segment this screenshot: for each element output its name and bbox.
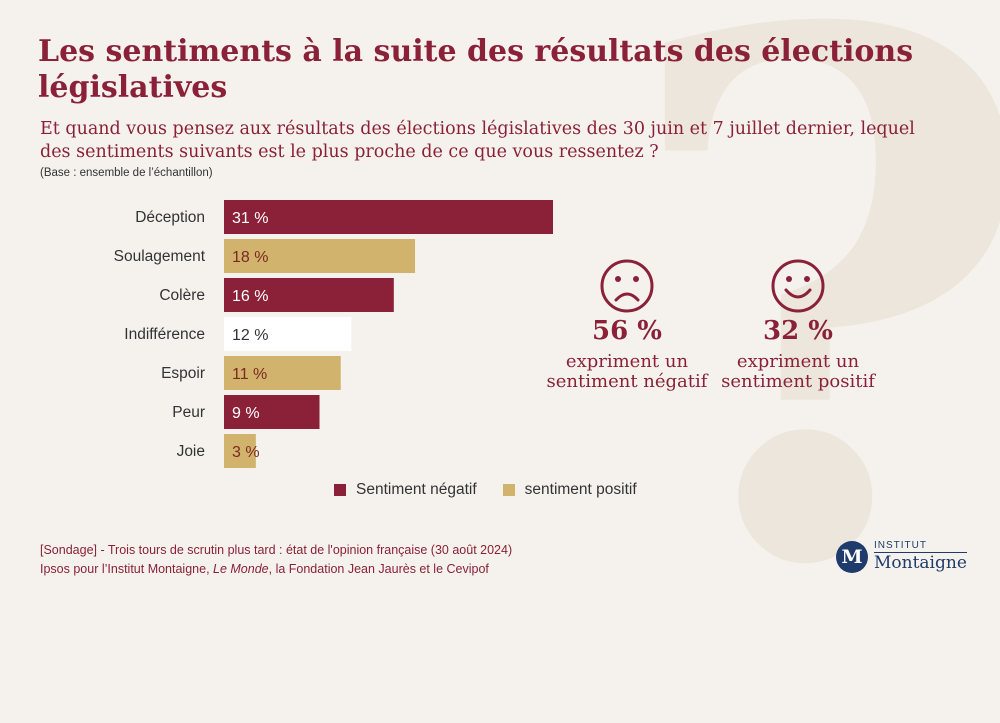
value-label-peur: 9 % (232, 405, 260, 422)
category-label-peur: Peur (172, 404, 205, 421)
category-label-deception: Déception (135, 209, 205, 226)
sad-face-icon (600, 259, 654, 313)
logo-montaigne-text: Montaigne (874, 553, 967, 573)
page-title: Les sentiments à la suite des résultats … (38, 34, 914, 105)
institut-montaigne-logo: M INSTITUT Montaigne (836, 540, 967, 573)
value-label-soulagement: 18 % (232, 249, 268, 266)
value-label-joie: 3 % (232, 444, 260, 461)
bar-peur (224, 395, 320, 429)
happy-face-icon (771, 259, 825, 313)
value-label-deception: 31 % (232, 210, 268, 227)
sentiment-bar-chart: Déception 31 % Soulagement 18 % Colère 16 % In… (114, 200, 553, 468)
value-label-espoir: 11 % (232, 366, 267, 383)
source-citation: [Sondage] - Trois tours de scrutin plus … (40, 541, 512, 579)
bar-deception (224, 200, 553, 234)
legend-swatch-negative (334, 484, 346, 496)
source-line-2: Ipsos pour l’Institut Montaigne, Le Mond… (40, 560, 512, 579)
legend-swatch-positive (502, 484, 515, 496)
negative-stat: 56 % expriment un sentiment négatif (542, 258, 712, 392)
logo-mark: M (836, 540, 868, 573)
category-label-indifference: Indifférence (124, 326, 205, 343)
source-line-2-publication: Le Monde (213, 562, 269, 576)
category-label-espoir: Espoir (161, 365, 205, 382)
category-label-joie: Joie (177, 443, 205, 460)
value-label-colere: 16 % (232, 288, 268, 305)
category-label-colere: Colère (159, 287, 205, 304)
positive-description: expriment un sentiment positif (721, 351, 875, 392)
source-line-2-part-1: Ipsos pour l’Institut Montaigne, (40, 562, 214, 576)
logo-institut-text: INSTITUT (874, 540, 967, 553)
positive-percentage: 32 % (763, 316, 833, 346)
negative-percentage: 56 % (592, 316, 662, 346)
legend-label-positive: sentiment positif (524, 481, 637, 498)
category-label-soulagement: Soulagement (114, 248, 206, 265)
bar-soulagement (224, 239, 416, 273)
chart-legend: Sentiment négatif sentiment positif (334, 481, 637, 499)
source-line-1: [Sondage] - Trois tours de scrutin plus … (40, 543, 513, 557)
legend-item-positive: sentiment positif (502, 481, 637, 499)
value-label-indifference: 12 % (232, 327, 268, 344)
survey-question: Et quand vous pensez aux résultats des é… (40, 119, 915, 162)
legend-label-negative: Sentiment négatif (356, 481, 477, 498)
bar-espoir (224, 356, 341, 390)
positive-stat: 32 % expriment un sentiment positif (713, 258, 883, 392)
source-line-2-part-3: , la Fondation Jean Jaurès et le Cevipof (268, 562, 489, 576)
sample-base-note: (Base : ensemble de l’échantillon) (40, 167, 213, 179)
bar-colere (224, 278, 394, 312)
bar-joie (224, 434, 256, 468)
bar-indifference (224, 317, 352, 351)
negative-description: expriment un sentiment négatif (546, 351, 708, 392)
legend-item-negative: Sentiment négatif (334, 481, 477, 499)
